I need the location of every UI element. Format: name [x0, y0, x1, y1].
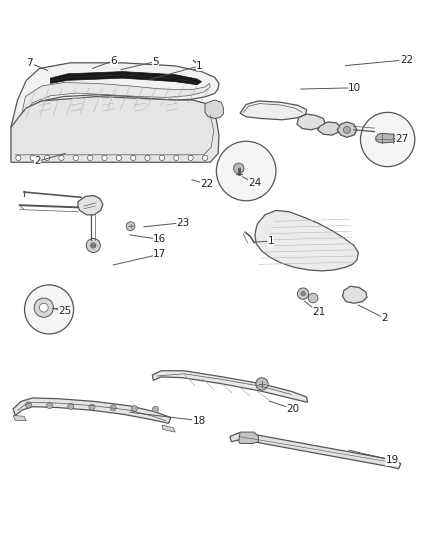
Polygon shape [239, 432, 258, 443]
Circle shape [45, 155, 50, 160]
Text: 18: 18 [193, 416, 206, 426]
Polygon shape [337, 122, 357, 138]
Text: 1: 1 [196, 61, 203, 71]
Text: 7: 7 [26, 58, 33, 68]
Circle shape [39, 303, 48, 312]
Polygon shape [343, 286, 367, 303]
Polygon shape [50, 71, 201, 85]
Polygon shape [162, 425, 175, 432]
Polygon shape [78, 196, 103, 215]
Polygon shape [21, 83, 210, 118]
Text: 27: 27 [396, 134, 409, 143]
Circle shape [16, 155, 21, 160]
Polygon shape [230, 433, 401, 469]
Text: 2: 2 [381, 313, 388, 323]
Text: 10: 10 [348, 83, 361, 93]
Circle shape [188, 155, 193, 160]
Text: 17: 17 [153, 249, 166, 259]
Polygon shape [11, 63, 219, 127]
Text: 5: 5 [152, 56, 159, 67]
Polygon shape [240, 101, 307, 120]
Circle shape [145, 155, 150, 160]
Polygon shape [234, 167, 243, 171]
Polygon shape [318, 122, 341, 135]
Circle shape [360, 112, 415, 167]
Circle shape [89, 404, 95, 410]
Circle shape [301, 292, 305, 296]
Circle shape [73, 155, 78, 160]
Circle shape [173, 155, 179, 160]
Circle shape [25, 285, 74, 334]
Circle shape [30, 155, 35, 160]
Circle shape [68, 403, 74, 409]
Text: 1: 1 [267, 236, 274, 246]
Circle shape [131, 406, 138, 411]
Circle shape [216, 141, 276, 201]
Polygon shape [297, 114, 325, 130]
Circle shape [297, 288, 309, 300]
Circle shape [308, 293, 318, 303]
Circle shape [46, 402, 53, 409]
Text: 20: 20 [286, 404, 299, 414]
Polygon shape [11, 96, 219, 162]
Circle shape [233, 163, 244, 174]
Circle shape [88, 155, 93, 160]
Text: 2: 2 [34, 156, 41, 166]
Text: 24: 24 [248, 178, 261, 188]
Text: 21: 21 [312, 308, 325, 318]
Polygon shape [205, 100, 223, 118]
Circle shape [34, 298, 53, 317]
Circle shape [159, 155, 165, 160]
Circle shape [202, 155, 208, 160]
Circle shape [116, 155, 121, 160]
Text: 22: 22 [400, 55, 413, 65]
Circle shape [131, 155, 136, 160]
Polygon shape [376, 133, 397, 143]
Polygon shape [13, 398, 171, 423]
Polygon shape [255, 211, 358, 271]
Text: 25: 25 [58, 306, 71, 316]
Circle shape [110, 405, 116, 411]
Circle shape [91, 243, 96, 248]
Circle shape [152, 406, 159, 413]
Circle shape [343, 126, 350, 133]
Circle shape [126, 222, 135, 231]
Text: 6: 6 [110, 55, 117, 66]
Circle shape [256, 378, 268, 390]
Text: 23: 23 [177, 217, 190, 228]
Circle shape [25, 402, 32, 408]
Text: 19: 19 [385, 455, 399, 465]
Polygon shape [152, 371, 307, 402]
Circle shape [59, 155, 64, 160]
Circle shape [86, 238, 100, 253]
Polygon shape [13, 415, 26, 421]
Text: 22: 22 [200, 179, 213, 189]
Circle shape [102, 155, 107, 160]
Text: 16: 16 [153, 235, 166, 244]
